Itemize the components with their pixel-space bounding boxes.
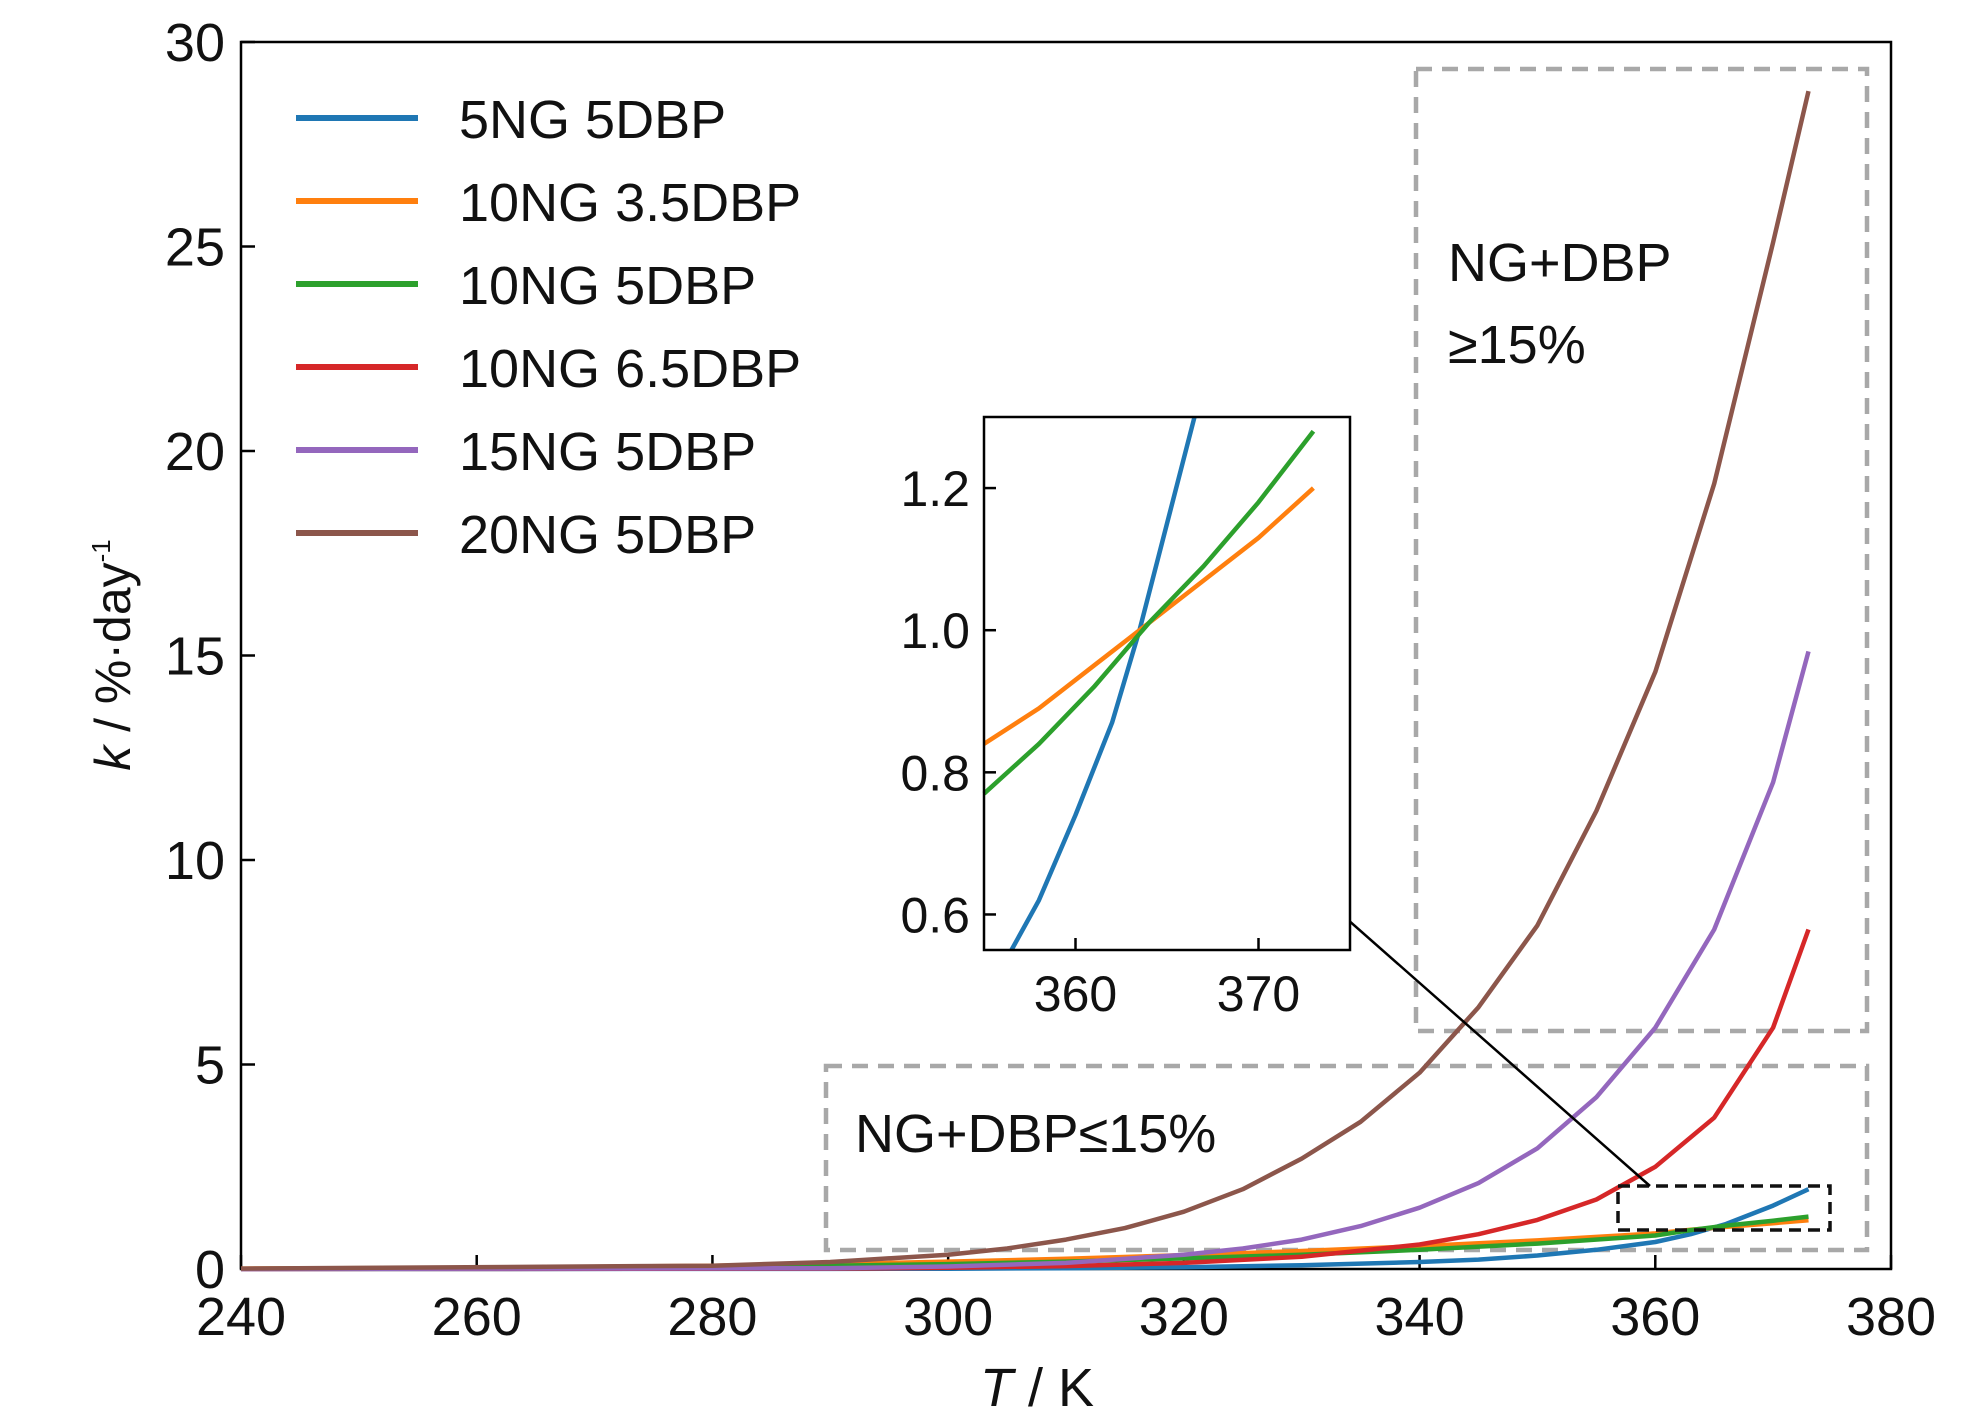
legend-label-5ng-5dbp: 5NG 5DBP: [459, 90, 726, 150]
inset-y-tick-label-0-6: 0.6: [900, 887, 970, 943]
y-tick-label-5: 5: [195, 1036, 225, 1096]
annotation-high-line1: NG+DBP: [1448, 233, 1672, 293]
series-line-15ng-5dbp: [240, 650, 1811, 1272]
y-tick-label-10: 10: [165, 831, 225, 891]
series-line-20ng-5dbp: [240, 90, 1811, 1271]
y-axis-label: k / %·day-1: [85, 539, 141, 771]
inset-series-line-10ng-5dbp: [982, 429, 1316, 796]
annotation-high-line2: ≥15%: [1448, 315, 1586, 375]
x-tick-label-380: 380: [1846, 1287, 1936, 1347]
y-tick-label-25: 25: [165, 218, 225, 278]
inset-background: [984, 417, 1350, 950]
x-tick-label-340: 340: [1375, 1287, 1465, 1347]
inset-y-tick-label-1-0: 1.0: [900, 603, 970, 659]
dashed-box-high: [1413, 66, 1870, 1034]
x-tick-label-360: 360: [1610, 1287, 1700, 1347]
inset-series-line-5ng-5dbp: [1009, 416, 1197, 952]
legend-label-10ng-6-5dbp: 10NG 6.5DBP: [459, 339, 801, 399]
main-series-lines: [240, 90, 1811, 1272]
x-tick-label-240: 240: [196, 1287, 286, 1347]
y-tick-label-0: 0: [195, 1240, 225, 1300]
inset-y-tick-label-0-8: 0.8: [900, 745, 970, 801]
x-tick-label-280: 280: [667, 1287, 757, 1347]
legend-label-20ng-5dbp: 20NG 5DBP: [459, 505, 756, 565]
main-tick-labels: 240 260 280 300 320 340 360 380 0 5 10 15 20 25 30: [165, 13, 1936, 1347]
x-tick-label-320: 320: [1139, 1287, 1229, 1347]
legend: 5NG 5DBP 10NG 3.5DBP 10NG 5DBP 10NG 6.5DBP 1…: [296, 90, 801, 565]
y-tick-label-15: 15: [165, 627, 225, 687]
inset-series-lines: [982, 416, 1316, 952]
legend-label-10ng-5dbp: 10NG 5DBP: [459, 256, 756, 316]
zoom-box: [1616, 1184, 1832, 1232]
series-line-10ng-6-5dbp: [240, 928, 1811, 1272]
legend-label-10ng-3-5dbp: 10NG 3.5DBP: [459, 173, 801, 233]
inset-frame: [982, 415, 1352, 952]
inset-tick-labels: 360 370 0.6 0.8 1.0 1.2: [900, 461, 1300, 1022]
annotation-low: NG+DBP≤15%: [855, 1104, 1216, 1164]
x-tick-label-300: 300: [903, 1287, 993, 1347]
x-tick-label-260: 260: [432, 1287, 522, 1347]
y-tick-label-30: 30: [165, 13, 225, 73]
inset-x-tick-label-370: 370: [1217, 966, 1300, 1022]
y-tick-label-20: 20: [165, 422, 225, 482]
legend-label-15ng-5dbp: 15NG 5DBP: [459, 422, 756, 482]
x-axis-label: T / K: [980, 1358, 1094, 1417]
inset-y-tick-label-1-2: 1.2: [900, 461, 970, 517]
inset-x-tick-label-360: 360: [1034, 966, 1117, 1022]
inset-axis-ticks: [984, 486, 1260, 950]
